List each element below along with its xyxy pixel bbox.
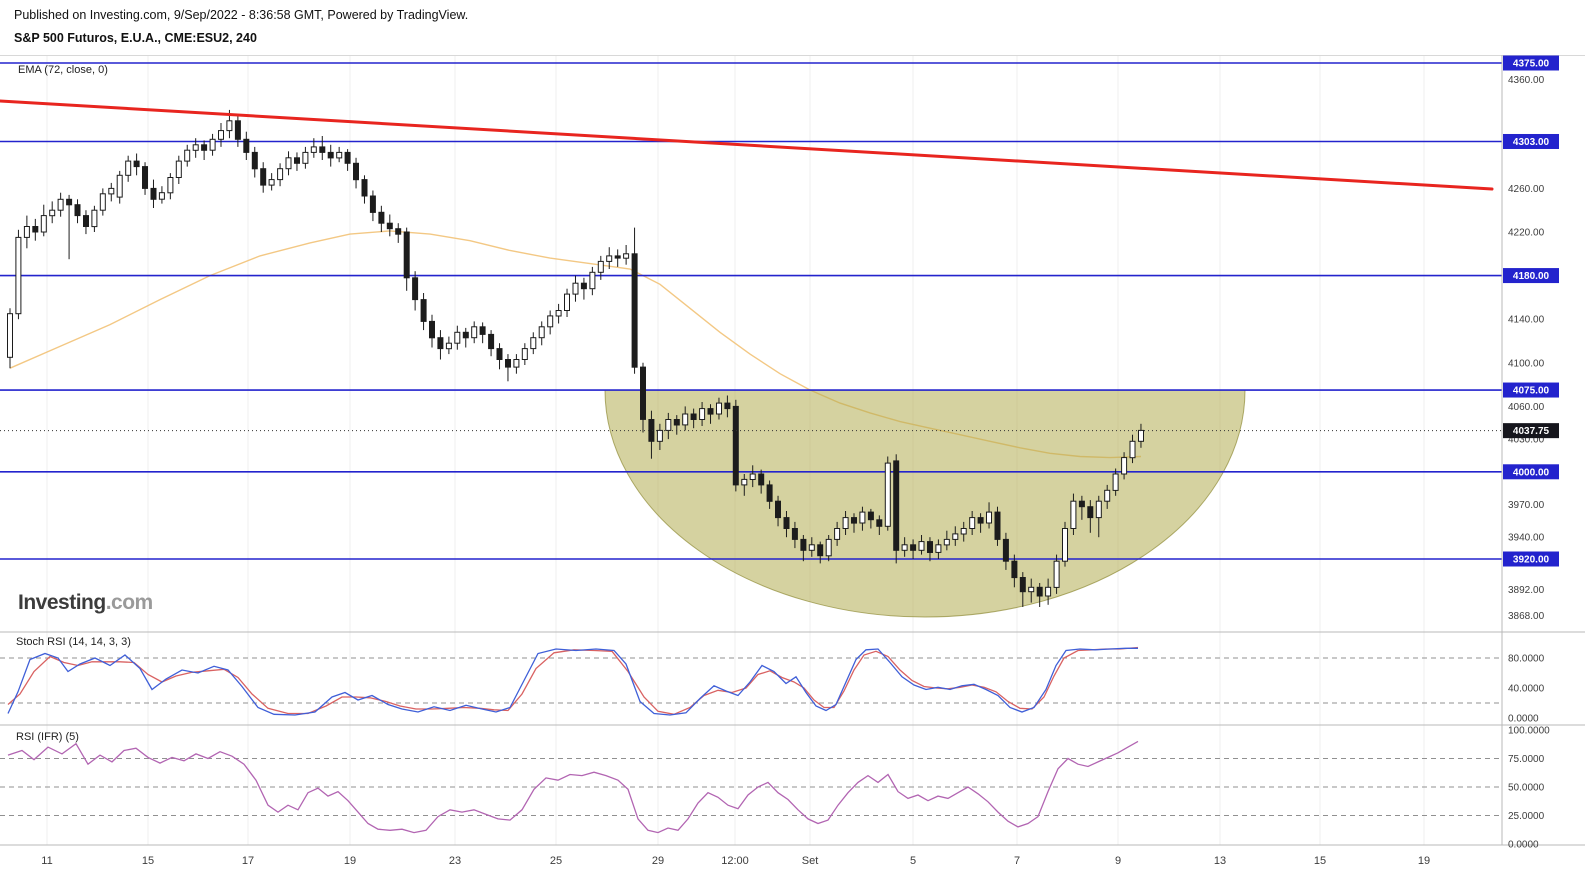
- svg-text:4140.00: 4140.00: [1508, 315, 1545, 326]
- level-price-badge: [1503, 268, 1559, 284]
- svg-text:3940.00: 3940.00: [1508, 533, 1545, 544]
- svg-text:3970.00: 3970.00: [1508, 500, 1545, 511]
- stoch-rsi-panel: [0, 646, 1502, 716]
- svg-text:11: 11: [41, 855, 52, 867]
- level-price-badge: [1503, 133, 1559, 149]
- svg-text:80.0000: 80.0000: [1508, 654, 1545, 665]
- panel-borders: [0, 55, 1585, 846]
- svg-text:3892.00: 3892.00: [1508, 585, 1545, 596]
- rsi-line: [7, 740, 1139, 834]
- svg-text:4030.00: 4030.00: [1508, 435, 1545, 446]
- candlestick-series: [7, 109, 1144, 607]
- horizontal-levels: [0, 62, 1502, 560]
- svg-text:4037.75: 4037.75: [1513, 426, 1550, 437]
- svg-text:0.0000: 0.0000: [1508, 714, 1539, 725]
- svg-text:19: 19: [344, 855, 356, 867]
- svg-text:4060.00: 4060.00: [1508, 402, 1545, 413]
- svg-text:4100.00: 4100.00: [1508, 358, 1545, 369]
- svg-text:25: 25: [550, 855, 562, 867]
- last-price-badge: [1503, 423, 1559, 439]
- svg-text:4220.00: 4220.00: [1508, 227, 1545, 238]
- svg-text:4180.00: 4180.00: [1513, 271, 1550, 282]
- svg-text:50.0000: 50.0000: [1508, 783, 1545, 794]
- stoch-rsi-indicator-label: Stoch RSI (14, 14, 3, 3): [16, 636, 131, 648]
- svg-text:19: 19: [1418, 855, 1430, 867]
- time-axis[interactable]: 11 15 17 19 23 25 29 12:00 Set 5 7 9 13 15 19: [41, 855, 1430, 867]
- chart-canvas[interactable]: 4360.00 4260.00 4220.00 4140.00 4100.00 4060.…: [0, 55, 1585, 879]
- rsi-panel: [0, 740, 1502, 834]
- trend-line: [0, 99, 1494, 191]
- svg-text:9: 9: [1115, 855, 1121, 867]
- price-axis[interactable]: 4360.00 4260.00 4220.00 4140.00 4100.00 4060.…: [1503, 55, 1559, 851]
- svg-text:3868.00: 3868.00: [1508, 611, 1545, 622]
- watermark-text: Investing: [18, 591, 106, 614]
- level-price-badge: [1503, 382, 1559, 398]
- svg-text:0.0000: 0.0000: [1508, 840, 1539, 851]
- svg-text:25.0000: 25.0000: [1508, 811, 1545, 822]
- rounding-bottom-shape: [604, 389, 1246, 618]
- svg-text:29: 29: [652, 855, 664, 867]
- svg-text:3920.00: 3920.00: [1513, 555, 1550, 566]
- svg-text:Set: Set: [802, 855, 819, 867]
- svg-text:15: 15: [1314, 855, 1326, 867]
- svg-text:100.0000: 100.0000: [1508, 726, 1550, 737]
- svg-text:5: 5: [910, 855, 916, 867]
- svg-text:4360.00: 4360.00: [1508, 75, 1545, 86]
- level-price-badge: [1503, 464, 1559, 480]
- stoch-k-line: [7, 647, 1138, 716]
- svg-text:4260.00: 4260.00: [1508, 184, 1545, 195]
- chart-title: S&P 500 Futuros, E.U.A., CME:ESU2, 240: [14, 31, 257, 45]
- ema-indicator-label: EMA (72, close, 0): [18, 64, 108, 76]
- svg-text:4000.00: 4000.00: [1513, 467, 1550, 478]
- level-price-badge: [1503, 551, 1559, 567]
- svg-text:4075.00: 4075.00: [1513, 386, 1550, 397]
- level-price-badge: [1503, 55, 1559, 71]
- rsi-indicator-label: RSI (IFR) (5): [16, 731, 79, 743]
- publish-info: Published on Investing.com, 9/Sep/2022 -…: [14, 8, 469, 22]
- svg-text:13: 13: [1214, 855, 1226, 867]
- svg-text:12:00: 12:00: [721, 855, 749, 867]
- svg-text:15: 15: [142, 855, 154, 867]
- investing-watermark: Investing.com: [18, 591, 153, 615]
- svg-text:4375.00: 4375.00: [1513, 59, 1550, 70]
- svg-text:40.0000: 40.0000: [1508, 684, 1545, 695]
- svg-text:75.0000: 75.0000: [1508, 754, 1545, 765]
- svg-text:17: 17: [242, 855, 254, 867]
- stoch-d-line: [7, 646, 1139, 715]
- watermark-suffix: .com: [105, 591, 154, 614]
- svg-text:4303.00: 4303.00: [1513, 137, 1550, 148]
- svg-text:23: 23: [449, 855, 461, 867]
- svg-text:7: 7: [1014, 855, 1020, 867]
